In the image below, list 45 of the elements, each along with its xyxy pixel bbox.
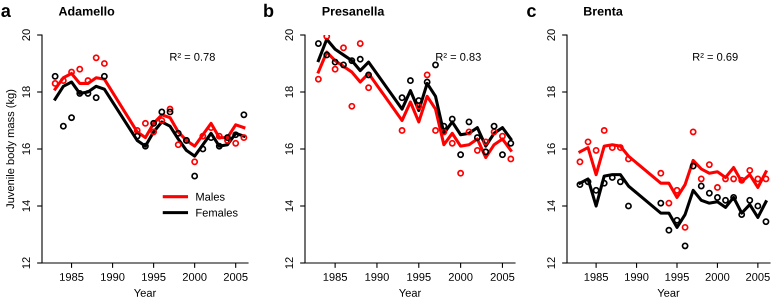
y-tick-label: 18 [547, 86, 556, 98]
chart-title: Brenta [584, 6, 623, 16]
x-tick-label: 2005 [746, 273, 770, 281]
chart-title: Presanella [322, 6, 384, 16]
y-tick-label: 14 [22, 200, 30, 212]
y-tick-label: 20 [22, 29, 30, 41]
y-tick-label: 16 [22, 143, 30, 154]
y-tick-label: 12 [22, 257, 30, 268]
y-tick-label: 14 [285, 200, 293, 212]
y-tick-label: 16 [547, 143, 556, 154]
y-tick-label: 20 [285, 29, 294, 41]
x-tick-label: 1985 [60, 273, 84, 281]
text: a [1, 7, 11, 18]
x-tick-label: 2005 [224, 273, 248, 281]
x-axis-title: Year [658, 289, 680, 297]
y-tick-label: 12 [285, 257, 293, 268]
x-tick-label: 2000 [706, 273, 730, 281]
x-tick-label: 1995 [142, 273, 166, 281]
y-tick-label: 20 [547, 29, 556, 41]
x-tick-label: 2000 [448, 273, 473, 281]
text: c [527, 7, 536, 18]
y-tick-label: 16 [285, 143, 294, 154]
x-tick-label: 1985 [324, 273, 348, 281]
y-tick-label: 18 [22, 86, 30, 98]
y-tick-label: 12 [547, 257, 555, 268]
x-tick-label: 1995 [665, 273, 689, 281]
x-tick-label: 2005 [490, 273, 514, 281]
x-axis-title: Year [134, 289, 156, 297]
annotation: R² = 0.83 [436, 52, 481, 61]
x-tick-label: 2000 [182, 273, 207, 281]
x-tick-label: 1990 [365, 273, 389, 281]
chart-title: Adamello [58, 6, 114, 16]
x-tick-label: 1990 [101, 273, 125, 281]
x-tick-label: 1990 [625, 273, 648, 281]
y-tick-label: 18 [285, 86, 294, 98]
annotation: R² = 0.78 [170, 52, 215, 61]
text: b [264, 4, 274, 18]
x-tick-label: 1985 [584, 273, 608, 281]
y-axis-title: Juvenile body mass (kg) [6, 90, 16, 209]
legend-label: Males [196, 192, 225, 201]
x-tick-label: 1995 [407, 273, 431, 281]
y-tick-label: 14 [547, 200, 555, 212]
annotation: R² = 0.69 [693, 52, 738, 61]
x-axis-title: Year [399, 289, 422, 297]
legend-label: Females [196, 208, 238, 217]
